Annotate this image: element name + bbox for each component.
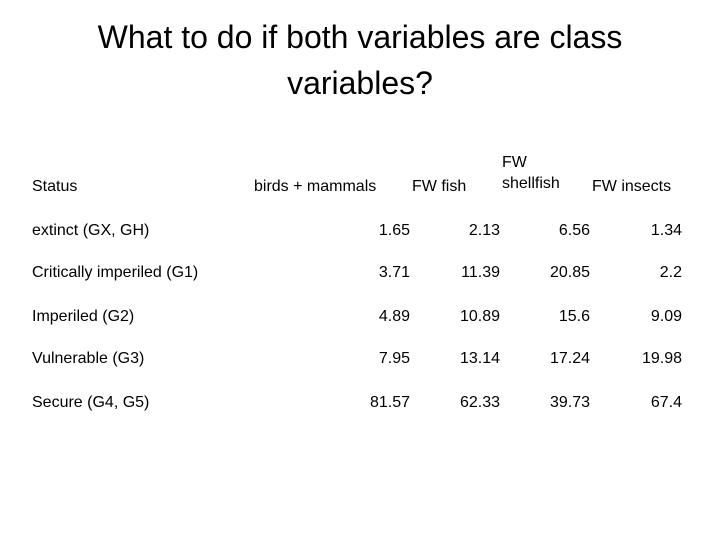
- table-row: Critically imperiled (G1) 3.71 11.39 20.…: [0, 262, 720, 286]
- cell-birds-mammals: 4.89: [378, 308, 410, 325]
- cell-fw-shellfish: 6.56: [558, 222, 590, 239]
- cell-fw-fish: 11.39: [461, 264, 500, 281]
- row-label: extinct (GX, GH): [32, 222, 150, 239]
- cell-fw-fish: 13.14: [459, 350, 500, 367]
- header-fw-insects: FW insects: [592, 178, 672, 195]
- cell-fw-insects: 9.09: [650, 308, 682, 325]
- cell-fw-insects: 1.34: [650, 222, 682, 239]
- cell-fw-fish: 2.13: [468, 222, 500, 239]
- cell-fw-insects: 19.98: [641, 350, 682, 367]
- cell-fw-fish: 62.33: [459, 394, 500, 411]
- cell-birds-mammals: 7.95: [378, 350, 410, 367]
- row-label: Critically imperiled (G1): [32, 264, 199, 281]
- slide-title: What to do if both variables are class v…: [97, 19, 623, 101]
- cell-fw-insects: 67.4: [650, 394, 682, 411]
- header-fw-shellfish: FW shellfish: [502, 152, 572, 194]
- cell-fw-shellfish: 20.85: [549, 264, 590, 281]
- table-row: Imperiled (G2) 4.89 10.89 15.6 9.09: [0, 306, 720, 330]
- header-birds-mammals: birds + mammals: [254, 178, 377, 195]
- cell-fw-insects: 2.2: [659, 264, 682, 281]
- table-row: Secure (G4, G5) 81.57 62.33 39.73 67.4: [0, 392, 720, 416]
- header-fw-fish: FW fish: [412, 178, 467, 195]
- table-row: extinct (GX, GH) 1.65 2.13 6.56 1.34: [0, 220, 720, 244]
- cell-fw-fish: 10.89: [459, 308, 500, 325]
- row-label: Imperiled (G2): [32, 308, 135, 325]
- cell-fw-shellfish: 17.24: [549, 350, 590, 367]
- header-fw-shellfish-line2: shellfish: [502, 175, 560, 192]
- row-label: Secure (G4, G5): [32, 394, 150, 411]
- cell-fw-shellfish: 39.73: [549, 394, 590, 411]
- cell-birds-mammals: 1.65: [378, 222, 410, 239]
- cell-birds-mammals: 3.71: [378, 264, 410, 281]
- header-status: Status: [32, 178, 78, 195]
- row-label: Vulnerable (G3): [32, 350, 145, 367]
- header-fw-shellfish-line1: FW: [502, 154, 527, 171]
- cell-fw-shellfish: 15.6: [558, 308, 590, 325]
- table-row: Vulnerable (G3) 7.95 13.14 17.24 19.98: [0, 348, 720, 372]
- cell-birds-mammals: 81.57: [369, 394, 410, 411]
